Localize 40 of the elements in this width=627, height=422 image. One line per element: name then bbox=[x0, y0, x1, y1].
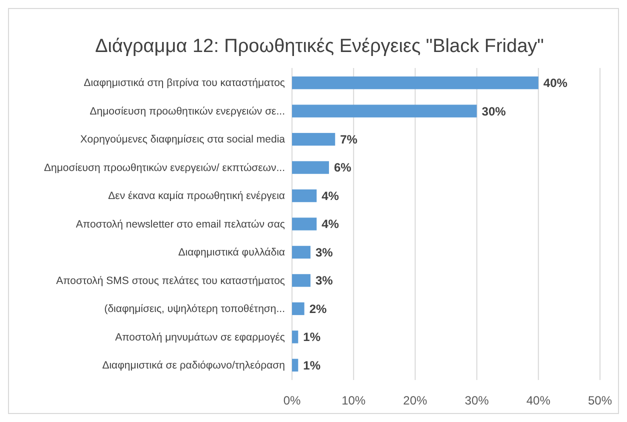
y-tick-label: Αποστολή SMS στους πελάτες του καταστήματος bbox=[56, 274, 285, 287]
x-tick-label: 0% bbox=[283, 394, 301, 408]
bar bbox=[292, 246, 310, 259]
y-tick-label: Αποστολή newsletter στο email πελατών σας bbox=[76, 218, 285, 230]
bar bbox=[292, 132, 336, 146]
y-tick-label: Χορηγούμενες διαφημίσεις στα social media bbox=[80, 134, 286, 146]
data-label: 3% bbox=[315, 274, 334, 288]
bar bbox=[292, 358, 298, 372]
bar bbox=[292, 302, 304, 316]
bar bbox=[292, 218, 317, 230]
y-tick-label: Διαφημιστικά φυλλάδια bbox=[178, 246, 285, 259]
x-tick-label: 40% bbox=[526, 394, 551, 408]
data-label: 4% bbox=[322, 188, 340, 203]
data-label: 3% bbox=[315, 245, 334, 260]
data-label: 4% bbox=[322, 217, 340, 232]
bar bbox=[292, 161, 329, 174]
y-tick-label: Δημοσίευση προωθητικών ενεργειών σε... bbox=[90, 105, 285, 118]
y-tick-label: Διαφημιστικά στη βιτρίνα του καταστήματος bbox=[84, 77, 285, 90]
bar bbox=[292, 274, 310, 287]
bar bbox=[292, 76, 538, 90]
y-tick-label: Δεν έκανα καμία προωθητική ενέργεια bbox=[108, 190, 285, 202]
x-tick-label: 50% bbox=[588, 394, 612, 408]
data-label: 40% bbox=[543, 76, 568, 90]
bar bbox=[292, 189, 317, 202]
x-tick-label: 30% bbox=[464, 394, 490, 408]
data-label: 7% bbox=[340, 132, 358, 146]
bar bbox=[292, 104, 477, 118]
bar bbox=[292, 330, 298, 344]
data-label: 1% bbox=[303, 330, 321, 344]
y-tick-label: (διαφημίσεις, υψηλότερη τοποθέτηση... bbox=[104, 303, 285, 316]
data-label: 1% bbox=[303, 358, 321, 372]
y-tick-label: Αποστολή μηνυμάτων σε εφαρμογές bbox=[115, 331, 285, 344]
x-tick-label: 10% bbox=[342, 394, 366, 408]
x-tick-label: 20% bbox=[403, 394, 428, 408]
y-tick-label: Δημοσίευση προωθητικών ενεργειών/ εκπτώσεων... bbox=[44, 162, 285, 174]
data-label: 6% bbox=[334, 160, 352, 175]
data-label: 2% bbox=[309, 302, 327, 316]
data-label: 30% bbox=[482, 104, 506, 118]
chart-title: Διάγραμμα 12: Προωθητικές Ενέργειες "Black Friday" bbox=[95, 36, 544, 57]
y-tick-label: Διαφημιστικά σε ραδιόφωνο/τηλεόραση bbox=[102, 360, 286, 372]
